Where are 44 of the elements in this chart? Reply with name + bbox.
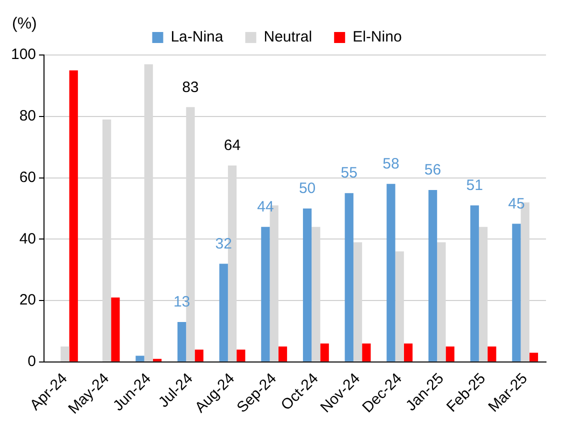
bar <box>152 358 162 362</box>
data-label: 32 <box>215 235 232 252</box>
bar <box>529 352 538 362</box>
bar <box>136 356 144 362</box>
bar <box>302 208 312 362</box>
bar <box>60 346 70 362</box>
bar <box>446 346 454 362</box>
data-label: 50 <box>298 180 316 198</box>
y-tick-label: 100 <box>10 46 36 64</box>
data-label: 13 <box>173 294 190 311</box>
bar <box>428 190 438 362</box>
bar <box>386 184 396 362</box>
bar <box>470 205 479 362</box>
bar <box>236 350 246 362</box>
bar <box>404 343 413 362</box>
data-label: 44 <box>257 198 274 216</box>
legend-label: La-Nina <box>170 28 224 46</box>
bar <box>512 224 521 362</box>
legend-label: Neutral <box>264 28 312 46</box>
y-tick-label: 40 <box>19 230 36 248</box>
y-axis-title: (%) <box>12 15 37 32</box>
data-label: 51 <box>466 177 483 194</box>
y-tick-label: 0 <box>28 353 36 370</box>
bar <box>69 70 78 362</box>
bar <box>488 346 496 362</box>
data-label: 55 <box>340 164 358 182</box>
bar <box>320 343 329 362</box>
bar <box>219 264 228 362</box>
bar <box>194 350 204 362</box>
bar <box>278 346 288 362</box>
bar <box>344 193 354 362</box>
bar <box>261 226 270 362</box>
y-tick-label: 60 <box>19 168 36 186</box>
data-label: 56 <box>424 162 442 179</box>
data-label: 64 <box>224 137 241 154</box>
data-label: 83 <box>182 78 199 96</box>
bar <box>111 297 120 362</box>
y-tick-label: 20 <box>19 292 36 309</box>
y-tick-label: 80 <box>19 108 36 125</box>
legend-label: El-Nino <box>352 28 402 46</box>
bar <box>362 343 371 362</box>
data-label: 45 <box>508 195 525 212</box>
bar <box>177 322 186 362</box>
data-label: 58 <box>382 156 400 173</box>
